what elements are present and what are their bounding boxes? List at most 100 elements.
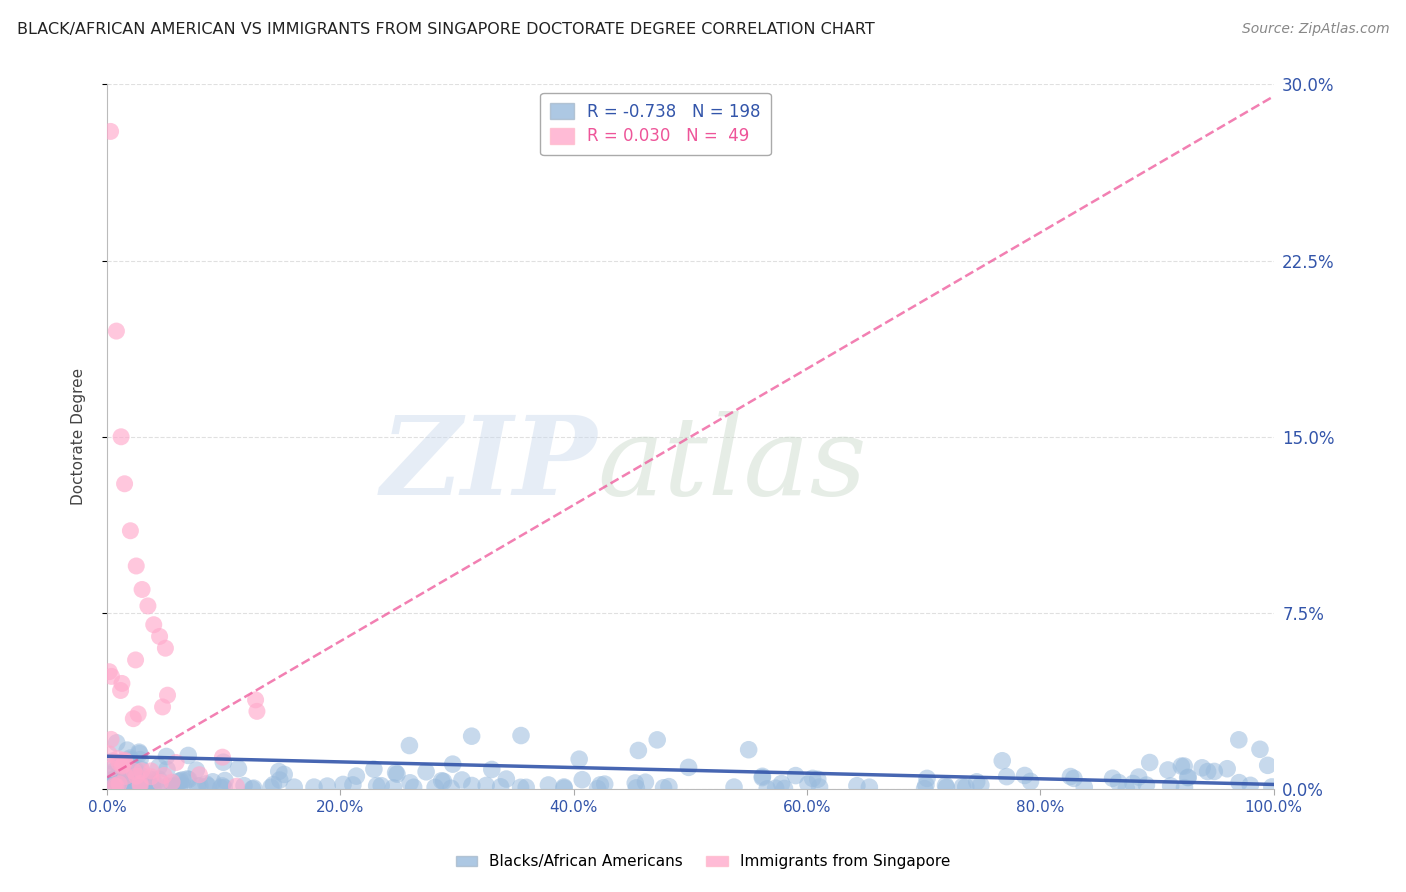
Point: [242, 781, 264, 796]
Point: [269, 772, 291, 787]
Point: [1059, 770, 1081, 784]
Point: [120, 779, 142, 793]
Point: [756, 781, 779, 796]
Point: [399, 776, 422, 790]
Point: [197, 779, 219, 793]
Point: [111, 766, 134, 780]
Point: [176, 772, 198, 786]
Point: [858, 780, 880, 795]
Point: [808, 780, 831, 794]
Point: [489, 780, 512, 794]
Point: [915, 772, 938, 786]
Point: [139, 764, 162, 778]
Point: [366, 779, 388, 793]
Point: [645, 732, 668, 747]
Point: [118, 770, 141, 784]
Point: [441, 757, 464, 772]
Point: [797, 777, 820, 791]
Point: [593, 777, 616, 791]
Point: [212, 755, 235, 769]
Point: [626, 780, 648, 795]
Point: [131, 764, 153, 778]
Point: [211, 779, 233, 793]
Point: [209, 780, 232, 795]
Point: [136, 599, 159, 613]
Point: [156, 688, 179, 702]
Point: [136, 780, 159, 794]
Point: [112, 757, 135, 772]
Point: [103, 764, 125, 779]
Point: [385, 767, 408, 781]
Point: [104, 772, 127, 787]
Point: [1177, 771, 1199, 785]
Point: [1073, 780, 1095, 795]
Point: [103, 779, 125, 793]
Point: [105, 779, 128, 793]
Point: [166, 781, 188, 796]
Point: [100, 761, 122, 775]
Point: [162, 779, 184, 793]
Point: [537, 778, 560, 792]
Point: [110, 683, 132, 698]
Point: [934, 779, 956, 793]
Point: [451, 772, 474, 787]
Point: [98, 665, 121, 679]
Point: [139, 770, 162, 784]
Point: [751, 771, 773, 785]
Point: [1216, 762, 1239, 776]
Point: [363, 762, 385, 776]
Point: [160, 775, 183, 789]
Point: [495, 772, 517, 786]
Point: [845, 779, 868, 793]
Point: [1173, 780, 1195, 795]
Point: [167, 774, 190, 789]
Point: [138, 772, 160, 786]
Point: [112, 754, 135, 768]
Point: [382, 780, 405, 795]
Legend: Blacks/African Americans, Immigrants from Singapore: Blacks/African Americans, Immigrants fro…: [450, 848, 956, 875]
Point: [129, 779, 152, 793]
Point: [240, 781, 263, 796]
Point: [188, 768, 211, 782]
Point: [101, 754, 124, 768]
Point: [1191, 761, 1213, 775]
Point: [124, 653, 146, 667]
Point: [129, 776, 152, 790]
Point: [100, 732, 122, 747]
Point: [186, 763, 208, 777]
Point: [127, 706, 149, 721]
Point: [415, 764, 437, 779]
Point: [273, 767, 295, 781]
Y-axis label: Doctorate Degree: Doctorate Degree: [72, 368, 86, 506]
Point: [1115, 781, 1137, 796]
Point: [122, 776, 145, 790]
Text: Source: ZipAtlas.com: Source: ZipAtlas.com: [1241, 22, 1389, 37]
Point: [807, 772, 830, 787]
Point: [627, 743, 650, 757]
Point: [262, 778, 284, 792]
Point: [384, 765, 406, 780]
Point: [98, 779, 121, 793]
Point: [115, 780, 138, 794]
Legend: R = -0.738   N = 198, R = 0.030   N =  49: R = -0.738 N = 198, R = 0.030 N = 49: [540, 93, 770, 155]
Point: [586, 781, 609, 796]
Point: [120, 524, 142, 538]
Point: [142, 617, 165, 632]
Point: [117, 764, 139, 779]
Point: [128, 747, 150, 761]
Point: [737, 742, 759, 756]
Point: [121, 782, 143, 797]
Point: [110, 756, 132, 770]
Point: [658, 780, 681, 794]
Point: [120, 753, 142, 767]
Point: [1019, 774, 1042, 789]
Point: [1170, 759, 1192, 773]
Point: [165, 756, 187, 770]
Point: [112, 779, 135, 793]
Point: [120, 769, 142, 783]
Point: [131, 582, 153, 597]
Point: [1160, 779, 1182, 793]
Point: [100, 767, 122, 781]
Point: [129, 753, 152, 767]
Point: [785, 768, 807, 782]
